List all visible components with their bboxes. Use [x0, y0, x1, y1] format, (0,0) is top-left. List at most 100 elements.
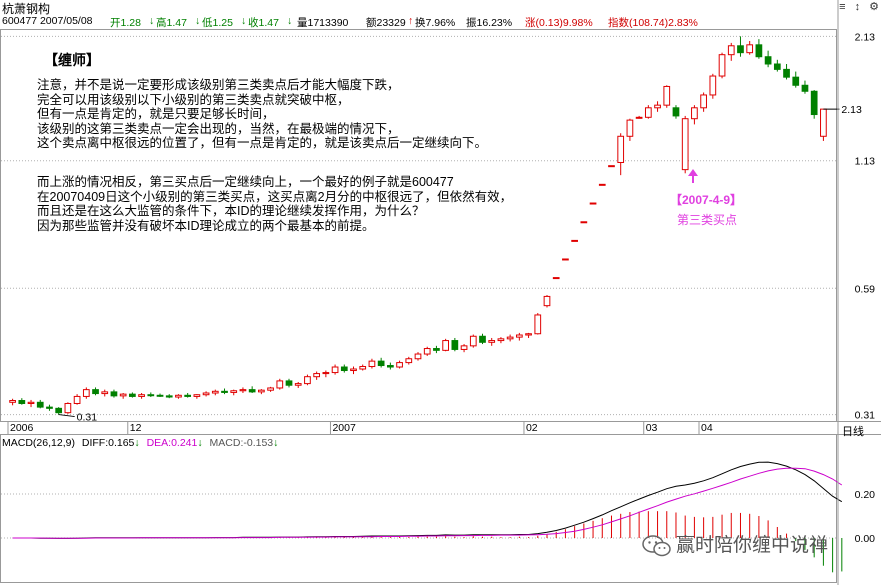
- turnover-value: 换7.96%: [415, 17, 456, 29]
- change-value: 涨(0.13)9.98%: [525, 17, 593, 29]
- low-arrow: ↓: [241, 15, 247, 27]
- candle-body: [506, 336, 514, 340]
- candle-body: [414, 353, 422, 360]
- candle-body: [165, 395, 173, 398]
- candle-body: [580, 221, 588, 224]
- annotation-line: 而且还是在这么大监管的条件下，本ID的理论继续发挥作用，为什么？: [37, 204, 425, 218]
- candle-body: [783, 68, 790, 78]
- candle-body: [488, 340, 496, 343]
- candle-body: [727, 45, 735, 56]
- callout-label: 第三类买点: [677, 213, 738, 227]
- time-tick-label: 2007: [332, 422, 356, 434]
- candle-body: [562, 258, 569, 261]
- candle-body: [497, 338, 505, 342]
- candle-body: [810, 90, 818, 116]
- macd-tick-label: 0.00: [855, 533, 876, 545]
- candle-body: [110, 391, 118, 397]
- candle-body: [304, 376, 311, 385]
- close-arrow: ↓: [287, 15, 293, 27]
- candle-body: [313, 373, 321, 378]
- wechat-icon: [642, 535, 671, 557]
- candle-body: [46, 406, 53, 409]
- low-label: 0.31: [77, 412, 98, 424]
- candle-body: [377, 360, 385, 367]
- candle-body: [322, 372, 330, 375]
- candle-body: [9, 400, 16, 403]
- candle-body: [746, 44, 754, 54]
- close-value: 收1.47: [248, 17, 279, 29]
- candle-body: [331, 366, 339, 374]
- candle-body: [175, 394, 182, 398]
- author-header: 【缠师】: [44, 52, 100, 68]
- macd-diff: DIFF:0.165: [81, 437, 135, 449]
- toolbar-icons: ≡ ↕ ⚙: [833, 0, 879, 13]
- candle-body: [700, 94, 707, 109]
- high-arrow: ↓: [195, 15, 201, 27]
- resize-icon[interactable]: ↕: [854, 1, 861, 13]
- candle-body: [119, 393, 127, 397]
- candle-body: [598, 183, 606, 186]
- candle-body: [55, 407, 63, 414]
- macd-params: MACD(26,12,9): [2, 437, 75, 449]
- time-tick-label: 03: [646, 422, 658, 434]
- annotation-line: 而上涨的情况相反，第三买点后一定继续向上，一个最好的例子就是600477: [37, 175, 454, 189]
- stock-title: 杭萧钢构: [2, 2, 51, 16]
- candle-body: [405, 358, 413, 364]
- candle-body: [801, 84, 809, 92]
- candle-body: [534, 314, 542, 335]
- callout-date: 【2007-4-9】: [670, 193, 743, 207]
- macd-tick-label: 0.20: [855, 489, 876, 501]
- amount-arrow: ↑: [408, 15, 414, 27]
- candle-body: [350, 368, 357, 372]
- menu-icon[interactable]: ≡: [839, 1, 846, 13]
- candle-body: [248, 389, 256, 393]
- volume-value: 量1713390: [297, 17, 349, 29]
- settings-icon[interactable]: ⚙: [869, 1, 879, 13]
- candle-body: [285, 380, 293, 386]
- title-bar: 杭萧钢构 ≡ ↕ ⚙: [0, 0, 881, 16]
- candle-body: [792, 76, 800, 86]
- candle-body: [469, 335, 477, 347]
- candle-body: [221, 390, 228, 393]
- candle-body: [718, 54, 726, 77]
- time-tick-label: 02: [526, 422, 538, 434]
- index-value: 指数(108.74)2.83%: [608, 17, 698, 29]
- candle-body: [36, 401, 44, 408]
- low-leader: [58, 414, 75, 418]
- candle-body: [515, 334, 523, 338]
- candle-body: [147, 394, 155, 397]
- candle-body: [340, 366, 348, 372]
- candle-body: [276, 380, 284, 389]
- annotation-line: 注意，并不是说一定要形成该级别第三类卖点后才能大幅度下跌，: [37, 78, 400, 92]
- watermark-text: 赢时陪你缠中说禅: [676, 535, 829, 556]
- candle-body: [644, 107, 652, 118]
- candle-body: [294, 383, 302, 386]
- candle-body: [681, 118, 689, 171]
- watermark: 赢时陪你缠中说禅: [642, 530, 828, 557]
- candle-body: [202, 392, 210, 396]
- candle-body: [709, 75, 717, 96]
- daily-tab[interactable]: 日线: [842, 426, 864, 438]
- candle-body: [608, 165, 615, 168]
- candle-body: [138, 394, 145, 397]
- annotation-line: 但有一点是肯定的，就是只要足够长时间，: [37, 107, 275, 121]
- candle-body: [368, 360, 376, 368]
- time-tick-label: 2006: [10, 422, 34, 434]
- price-tick-label: 0.31: [855, 410, 876, 422]
- annotation-line: 因为那些监管并没有破坏本ID理论成立的两个最基本的前提。: [37, 218, 375, 233]
- price-tick-label: 0.59: [855, 283, 876, 295]
- time-tick-label: 04: [701, 422, 713, 434]
- candle-body: [387, 365, 394, 368]
- price-tick-label: 1.13: [855, 156, 876, 168]
- candle-body: [820, 108, 827, 137]
- candle-body: [460, 345, 468, 350]
- dea-arrow: ↓: [197, 437, 203, 449]
- candle-body: [451, 340, 459, 350]
- low-value: 低1.25: [202, 17, 233, 29]
- candle-body: [359, 366, 367, 370]
- annotation-line: 该级别的这第三类卖点一定会出现的，当然，在最极端的情况下，: [37, 121, 400, 136]
- candle-body: [589, 202, 597, 205]
- candle-body: [101, 391, 109, 395]
- candle-body: [626, 119, 634, 137]
